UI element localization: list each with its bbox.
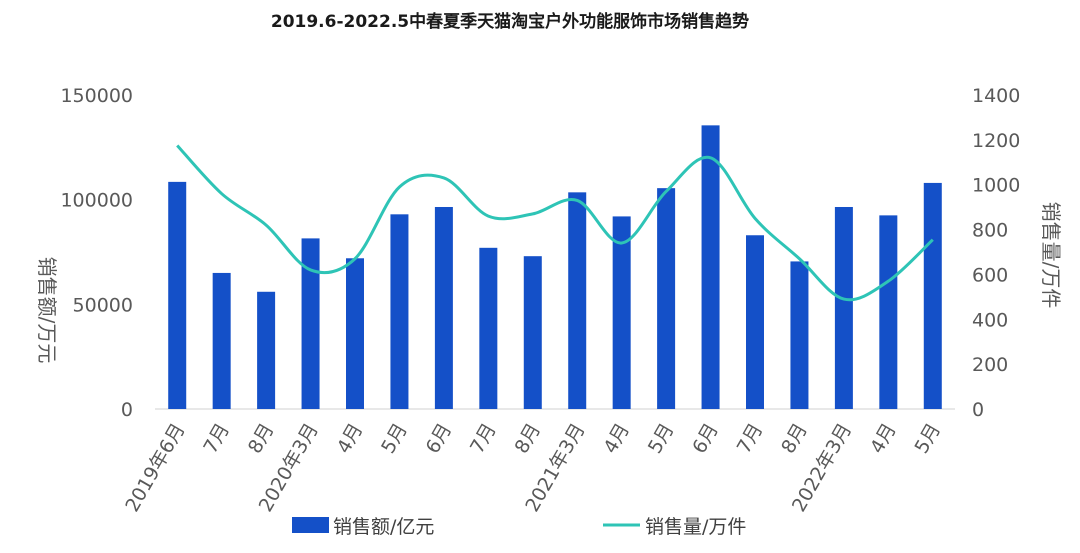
left-tick-label: 0 [121, 399, 133, 421]
x-tick-label: 4月 [599, 420, 634, 458]
right-axis-label: 销售量/万件 [1039, 202, 1063, 309]
bar [612, 216, 631, 409]
left-tick-label: 100000 [60, 190, 133, 212]
bar [834, 206, 853, 409]
bar [346, 258, 364, 409]
right-tick-label: 0 [972, 399, 984, 421]
bar [434, 206, 453, 409]
bar [168, 181, 187, 409]
bar [657, 188, 676, 409]
legend-bar-label: 销售额/亿元 [333, 516, 434, 538]
right-tick-label: 600 [972, 264, 1008, 286]
x-tick-label: 7月 [733, 420, 768, 458]
bar [701, 125, 720, 409]
x-tick-label: 5月 [911, 420, 946, 458]
right-tick-label: 800 [972, 220, 1008, 242]
right-axis-ticks: 0 200 400 600 800 1000 1200 1400 [972, 85, 1020, 421]
left-tick-label: 50000 [73, 294, 133, 316]
right-tick-label: 400 [972, 309, 1008, 331]
x-tick-label: 4月 [866, 420, 901, 458]
bar [790, 261, 809, 409]
left-axis-label: 销售额/万元 [35, 257, 59, 364]
right-tick-label: 1200 [972, 130, 1020, 152]
chart-title: 2019.6-2022.5中春夏季天猫淘宝户外功能服饰市场销售趋势 [271, 11, 749, 32]
bar [746, 235, 764, 409]
legend-bar-swatch [292, 517, 329, 533]
bar [568, 192, 587, 409]
x-tick-label: 7月 [199, 420, 234, 458]
line-series [176, 144, 934, 302]
bar [257, 291, 276, 409]
bar [879, 215, 898, 409]
x-tick-label: 5月 [644, 420, 679, 458]
right-tick-label: 1000 [972, 175, 1020, 197]
bar [923, 182, 942, 409]
x-tick-label: 5月 [377, 420, 412, 458]
right-tick-label: 1400 [972, 85, 1020, 107]
bar-series [168, 125, 942, 409]
x-tick-label: 4月 [333, 420, 368, 458]
x-tick-label: 8月 [244, 420, 279, 458]
x-tick-label: 8月 [777, 420, 812, 458]
left-tick-label: 150000 [60, 85, 133, 107]
x-tick-label: 7月 [466, 420, 501, 458]
right-tick-label: 200 [972, 354, 1008, 376]
bar [390, 214, 409, 409]
legend-line-label: 销售量/万件 [645, 516, 746, 538]
bar [212, 272, 231, 409]
x-tick-label: 6月 [422, 420, 457, 458]
bar [479, 247, 498, 409]
bar [523, 256, 542, 409]
bar [301, 238, 320, 409]
x-tick-label: 6月 [688, 420, 723, 458]
x-tick-label: 8月 [511, 420, 546, 458]
left-axis-ticks: 0 50000 100000 150000 [60, 85, 133, 421]
legend: 销售额/亿元 销售量/万件 [292, 516, 746, 538]
x-tick-label: 2019年6月 [121, 420, 189, 516]
